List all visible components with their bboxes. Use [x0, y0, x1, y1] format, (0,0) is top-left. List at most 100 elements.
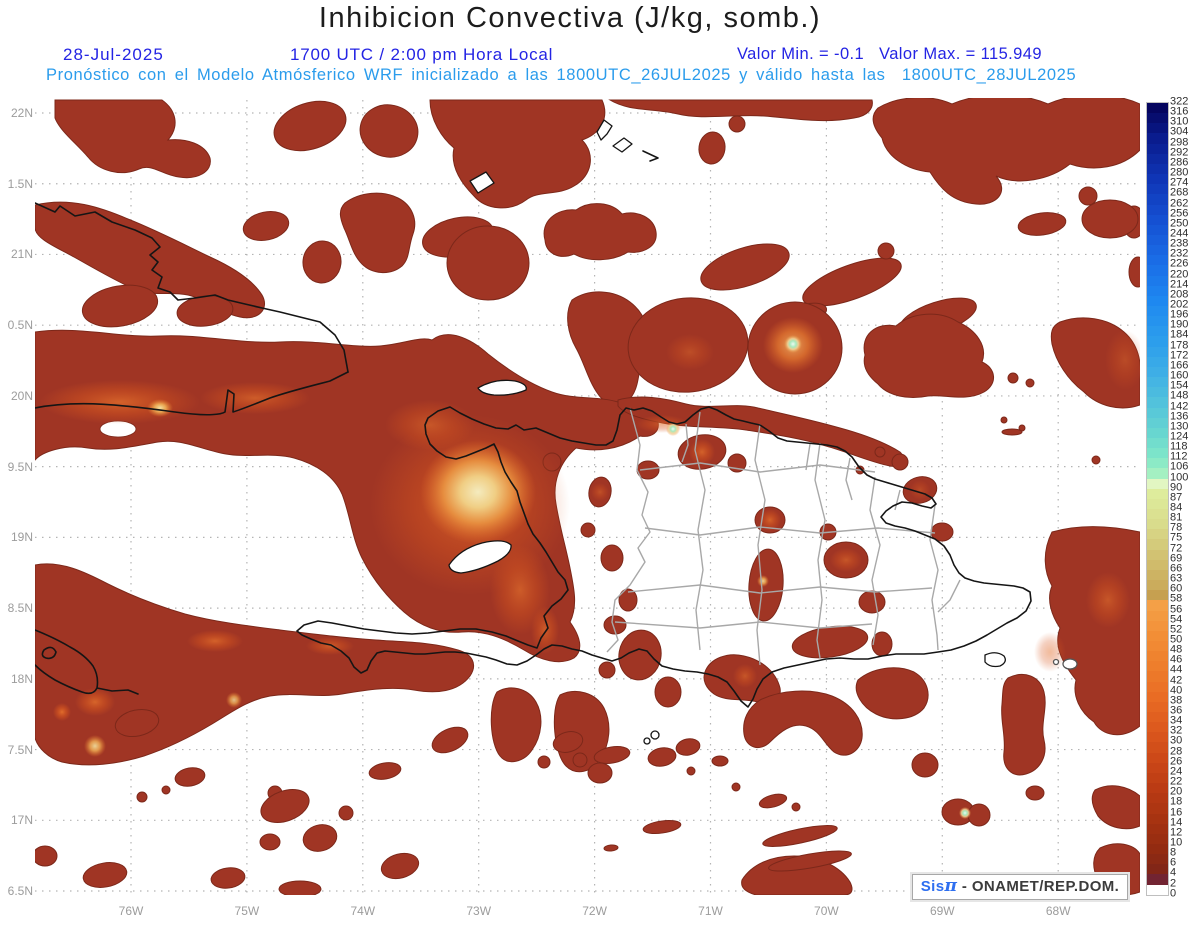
colorbar-swatch	[1147, 671, 1168, 682]
islands	[448, 119, 1078, 745]
colorbar-swatch	[1147, 427, 1168, 439]
colorbar-level-label: 154	[1170, 379, 1189, 392]
colorbar-level-label: 34	[1170, 714, 1183, 727]
lon-tick-label: 73W	[466, 904, 492, 918]
colorbar-level-label: 48	[1170, 643, 1183, 656]
colorbar-level-label: 310	[1170, 115, 1189, 128]
colorbar-swatch	[1147, 245, 1168, 256]
colorbar-swatch	[1147, 224, 1168, 236]
lon-tick-label: 68W	[1045, 904, 1071, 918]
colorbar-swatch	[1147, 214, 1168, 226]
colorbar-swatch	[1147, 600, 1168, 611]
colorbar-level-label: 40	[1170, 684, 1183, 697]
colorbar-swatch	[1147, 742, 1168, 753]
colorbar-swatch	[1147, 712, 1168, 723]
colorbar-level-label: 184	[1170, 328, 1189, 341]
colorbar-level-label: 118	[1170, 440, 1188, 453]
colorbar-swatch	[1147, 295, 1168, 307]
lon-tick-label: 74W	[350, 904, 376, 918]
colorbar-swatch	[1147, 793, 1168, 804]
colorbar-level-label: 87	[1170, 491, 1183, 504]
colorbar-level-label: 32	[1170, 724, 1183, 737]
colorbar-swatch	[1147, 874, 1168, 885]
colorbar-level-label: 81	[1170, 511, 1183, 524]
colorbar-swatch	[1147, 884, 1168, 895]
colorbar-swatch	[1147, 498, 1168, 510]
colorbar-level-label: 298	[1170, 136, 1189, 149]
colorbar-level-label: 14	[1170, 816, 1183, 829]
colorbar-level-label: 44	[1170, 663, 1183, 676]
lat-tick-label: 21N	[10, 247, 33, 262]
colorbar-level-label: 8	[1170, 846, 1177, 859]
colorbar-level-label: 160	[1170, 369, 1189, 382]
province-borders	[606, 407, 961, 666]
colorbar-level-label: 250	[1170, 217, 1189, 230]
lat-tick-label: 8.5N	[7, 601, 33, 616]
colorbar-swatch	[1147, 174, 1168, 185]
colorbar-level-label: 280	[1170, 166, 1189, 179]
branding-box: Sisπ - ONAMET/REP.DOM.	[912, 874, 1128, 900]
colorbar-level-label: 63	[1170, 572, 1183, 585]
colorbar-swatch	[1147, 448, 1168, 459]
lat-tick-label: 6.5N	[7, 884, 33, 899]
colorbar-swatch	[1147, 630, 1168, 642]
colorbar-level-label: 262	[1170, 197, 1189, 209]
colorbar-swatch	[1147, 184, 1168, 195]
lat-tick-label: 0.5N	[7, 318, 33, 333]
lat-tick-label: 17N	[10, 813, 33, 828]
colorbar-level-label: 304	[1170, 125, 1189, 138]
colorbar-level-label: 220	[1170, 268, 1189, 281]
colorbar-swatch	[1147, 854, 1168, 865]
colorbar-swatch	[1147, 752, 1168, 764]
colorbar-swatch	[1147, 366, 1168, 378]
colorbar-swatch	[1147, 387, 1168, 398]
colorbar-level-label: 244	[1170, 227, 1189, 240]
colorbar-swatch	[1147, 437, 1168, 449]
colorbar-swatch	[1147, 783, 1168, 794]
colorbar-level-label: 54	[1170, 613, 1183, 626]
lon-tick-label: 71W	[698, 904, 723, 918]
colorbar-level-label: 238	[1170, 237, 1189, 250]
colorbar-swatch	[1147, 356, 1168, 368]
colorbar-level-label: 22	[1170, 775, 1183, 788]
colorbar-level-label: 286	[1170, 156, 1189, 169]
colorbar-swatch	[1147, 346, 1168, 358]
colorbar-swatch	[1147, 864, 1168, 875]
colorbar-level-label: 172	[1170, 349, 1189, 362]
colorbar-level-label: 136	[1170, 410, 1189, 423]
colorbar-swatch	[1147, 813, 1168, 824]
colorbar-swatch	[1147, 732, 1168, 743]
colorbar-swatch	[1147, 539, 1168, 550]
colorbar-level-label: 292	[1170, 146, 1189, 159]
colorbar-swatch	[1147, 143, 1168, 155]
colorbar-level-label: 58	[1170, 592, 1183, 605]
lat-tick-label: 22N	[10, 106, 33, 120]
colorbar-level-label: 30	[1170, 734, 1183, 747]
colorbar-swatch	[1147, 316, 1168, 327]
colorbar-level-label: 196	[1170, 308, 1189, 321]
colorbar-swatch	[1147, 661, 1168, 672]
colorbar-swatch	[1147, 701, 1168, 713]
colorbar-level-label: 106	[1170, 460, 1189, 473]
colorbar-swatch	[1147, 194, 1168, 205]
colorbar-swatch	[1147, 488, 1168, 500]
colorbar-swatch	[1147, 234, 1168, 246]
org-label: - ONAMET/REP.DOM.	[957, 878, 1120, 895]
colorbar-swatch	[1147, 519, 1168, 530]
colorbar-level-label: 208	[1170, 288, 1189, 301]
colorbar-swatch	[1147, 458, 1168, 469]
colorbar-level-label: 18	[1170, 795, 1183, 808]
colorbar-swatch	[1147, 153, 1168, 165]
colorbar-swatch	[1147, 133, 1168, 144]
pi-icon: π	[944, 876, 958, 896]
colorbar-level-label: 20	[1170, 785, 1183, 798]
coastlines	[35, 150, 1032, 708]
colorbar-level-label: 148	[1170, 389, 1189, 402]
lat-tick-label: 20N	[10, 388, 33, 403]
cin-field-blobs	[35, 98, 1140, 895]
lon-tick-label: 72W	[582, 904, 607, 918]
colorbar-swatch	[1147, 762, 1168, 774]
colorbar-swatch	[1147, 285, 1168, 297]
colorbar-swatch	[1147, 823, 1168, 835]
